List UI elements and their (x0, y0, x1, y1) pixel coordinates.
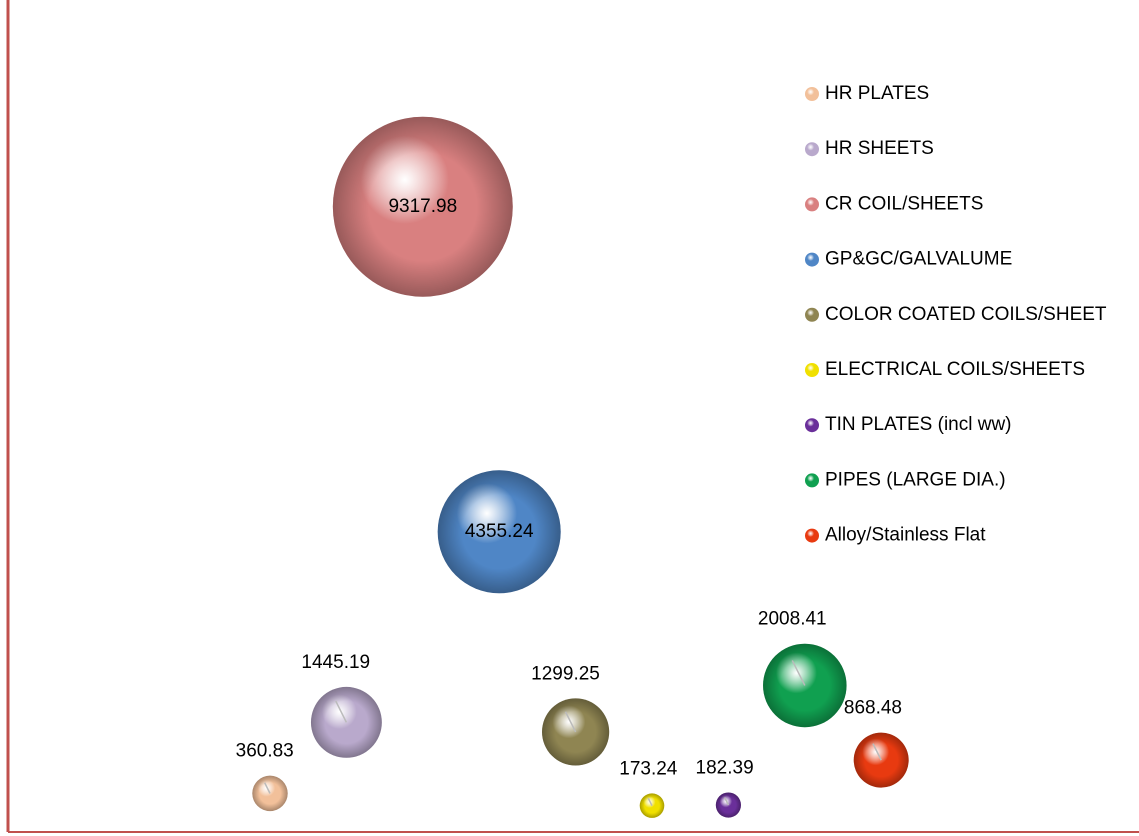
data-label: 182.39 (696, 757, 754, 778)
legend-marker (805, 87, 819, 101)
legend-label: HR PLATES (825, 83, 929, 104)
legend-marker (805, 363, 819, 377)
legend-label: ELECTRICAL COILS/SHEETS (825, 359, 1085, 380)
legend-label: HR SHEETS (825, 138, 934, 159)
data-label: 1445.19 (301, 652, 370, 673)
data-label: 868.48 (844, 698, 902, 719)
legend-label: PIPES (LARGE DIA.) (825, 469, 1006, 490)
legend-label: COLOR COATED COILS/SHEET (825, 304, 1107, 325)
legend-marker (805, 197, 819, 212)
legend-marker (805, 528, 819, 543)
legend-label: Alloy/Stainless Flat (825, 525, 986, 546)
data-label: 2008.41 (758, 609, 827, 630)
legend-marker (805, 142, 819, 157)
leader-line (723, 797, 730, 806)
data-label: 173.24 (619, 758, 678, 779)
data-label: 4355.24 (465, 521, 534, 542)
legend-marker (805, 473, 819, 488)
leader-line (264, 782, 271, 794)
legend-label: CR COIL/SHEETS (825, 193, 983, 214)
bubble (853, 732, 909, 788)
data-label: 360.83 (236, 741, 294, 762)
leader-line (647, 797, 653, 806)
legend-marker (805, 418, 819, 433)
legend-label: TIN PLATES (incl ww) (825, 414, 1012, 435)
legend-marker (805, 252, 819, 267)
leader-line (791, 660, 806, 686)
leader-line (564, 711, 577, 733)
data-label: 1299.25 (531, 663, 600, 684)
leader-line (335, 700, 348, 723)
leader-line (872, 743, 882, 761)
legend-label: GP&GC/GALVALUME (825, 249, 1012, 270)
bubble (763, 643, 847, 728)
bubble (639, 793, 665, 818)
data-label: 9317.98 (388, 196, 457, 217)
legend-marker (805, 307, 819, 322)
